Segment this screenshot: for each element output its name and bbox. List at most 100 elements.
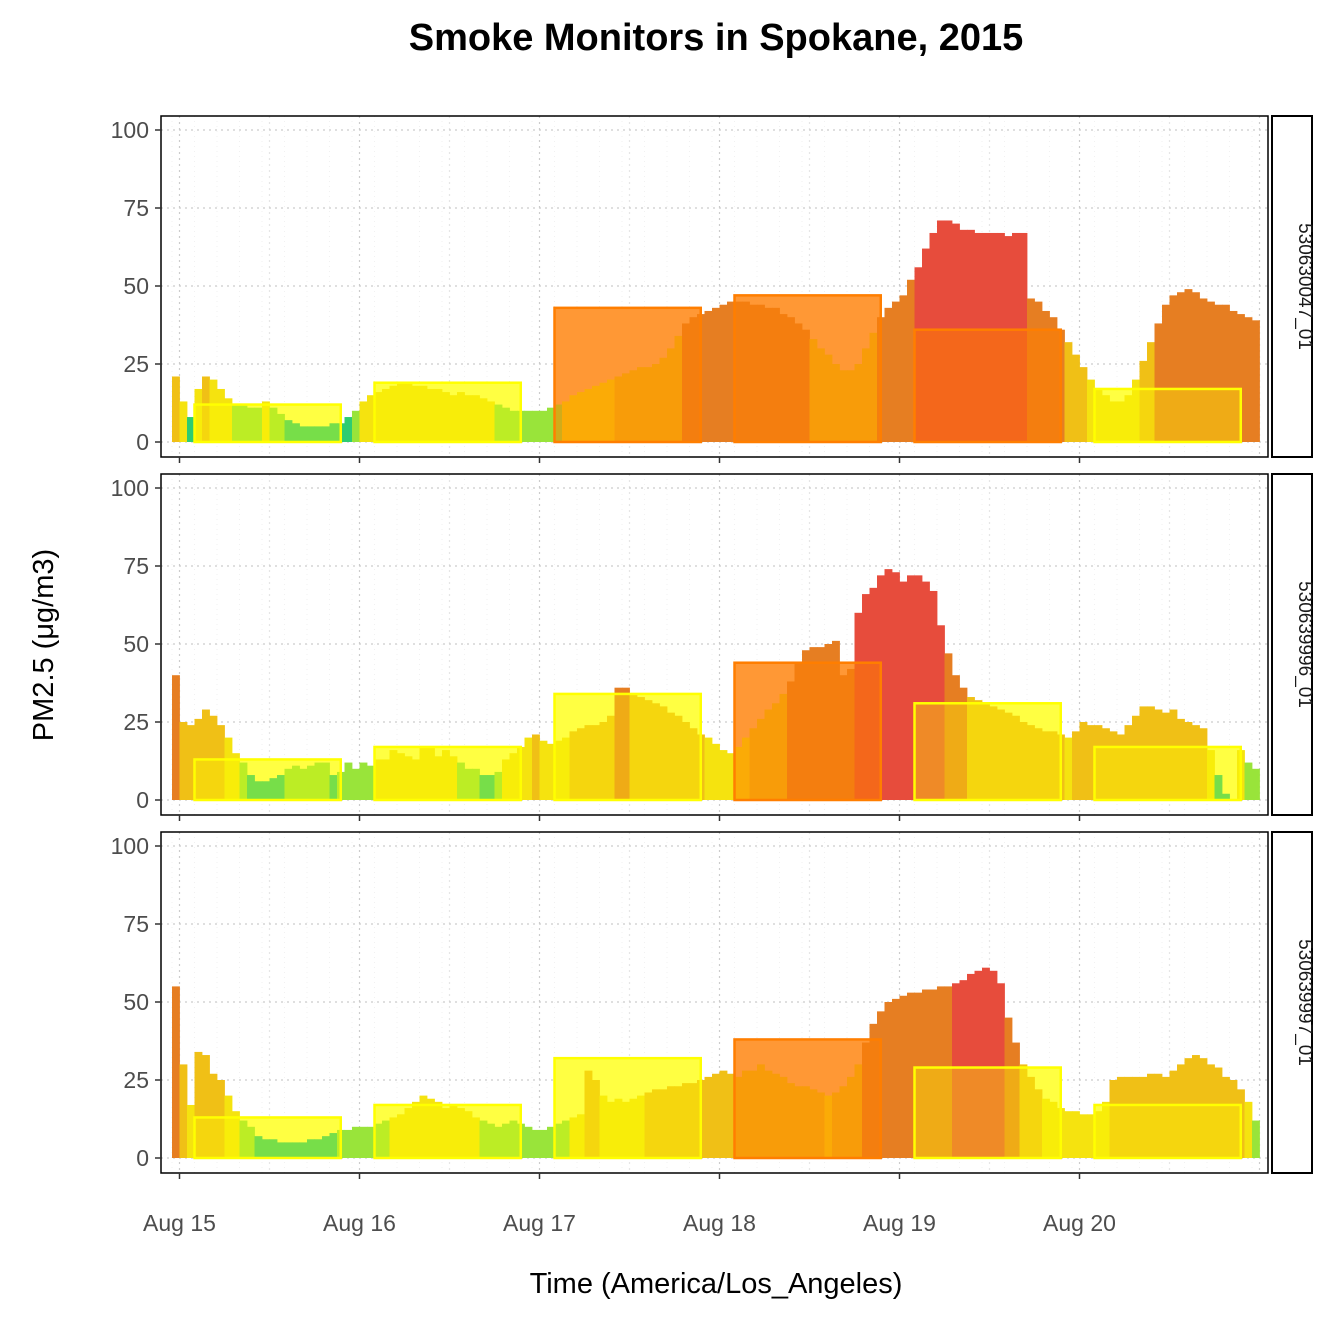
hourly-bar bbox=[1222, 793, 1230, 800]
hourly-bar bbox=[254, 407, 263, 442]
hourly-bar bbox=[307, 765, 315, 800]
hourly-bar bbox=[172, 376, 180, 442]
hourly-bar bbox=[284, 1142, 293, 1158]
hourly-bar bbox=[509, 1120, 518, 1158]
hourly-bar bbox=[1034, 1089, 1043, 1158]
hourly-bar bbox=[644, 1092, 653, 1158]
hourly-bar bbox=[937, 986, 945, 1158]
hourly-bar bbox=[209, 715, 218, 800]
hourly-bar bbox=[224, 1095, 233, 1158]
hourly-bar bbox=[479, 775, 488, 800]
hourly-bar bbox=[667, 1086, 675, 1158]
hourly-bar bbox=[607, 1101, 615, 1158]
hourly-bar bbox=[1132, 379, 1140, 442]
hourly-bar bbox=[1192, 1055, 1200, 1158]
hourly-bar bbox=[299, 426, 308, 442]
y-tick-label: 25 bbox=[123, 1067, 149, 1093]
hourly-bar bbox=[1199, 298, 1208, 442]
hourly-bar bbox=[997, 983, 1005, 1158]
hourly-bar bbox=[202, 376, 210, 442]
hourly-bar bbox=[1042, 1098, 1050, 1158]
hourly-bar bbox=[1177, 718, 1185, 800]
strip-box bbox=[1271, 831, 1313, 1174]
hourly-bar bbox=[652, 1089, 660, 1158]
y-tick-label: 25 bbox=[123, 351, 149, 377]
hourly-bar bbox=[254, 1136, 263, 1158]
hourly-bar bbox=[412, 1101, 420, 1158]
daily-average-box bbox=[553, 1056, 702, 1160]
hourly-bar bbox=[292, 1142, 300, 1158]
hourly-bar bbox=[1154, 1073, 1163, 1158]
hourly-bar bbox=[419, 746, 428, 800]
hourly-bar bbox=[652, 703, 660, 800]
hourly-bar bbox=[547, 407, 555, 442]
hourly-bar bbox=[434, 388, 443, 442]
hourly-bar bbox=[172, 675, 180, 800]
hourly-bar bbox=[1244, 1101, 1253, 1158]
hourly-bar bbox=[929, 989, 938, 1158]
hourly-bar bbox=[187, 725, 195, 800]
hourly-bar bbox=[187, 1104, 195, 1158]
hourly-bar bbox=[929, 590, 938, 800]
panel: 0 25 50 75 100 530639996_01 bbox=[111, 473, 1315, 821]
daily-average-box bbox=[1093, 387, 1242, 444]
hourly-bar bbox=[599, 722, 608, 800]
hourly-bar bbox=[952, 675, 960, 800]
hourly-bar bbox=[352, 1126, 360, 1158]
hourly-bar bbox=[1169, 709, 1178, 800]
hourly-bar bbox=[277, 413, 285, 442]
hourly-bar bbox=[1027, 725, 1035, 800]
hourly-bar bbox=[907, 279, 915, 442]
hourly-bar bbox=[659, 1089, 668, 1158]
hourly-bar bbox=[719, 1070, 728, 1158]
hourly-bar bbox=[1064, 342, 1073, 442]
hourly-bar bbox=[1004, 1017, 1013, 1158]
hourly-bar bbox=[622, 687, 630, 800]
hourly-bar bbox=[1087, 379, 1095, 442]
hourly-bar bbox=[982, 967, 990, 1158]
hourly-bar bbox=[179, 1064, 188, 1158]
hourly-bar bbox=[1162, 1076, 1170, 1158]
hourly-bar bbox=[539, 740, 548, 800]
hourly-bar bbox=[614, 687, 623, 800]
y-tick-label: 75 bbox=[123, 195, 149, 221]
y-tick-label: 100 bbox=[111, 117, 149, 143]
hourly-bar bbox=[1049, 1101, 1058, 1158]
hourly-bar bbox=[292, 423, 300, 442]
hourly-bar bbox=[247, 775, 255, 800]
hourly-bar bbox=[494, 771, 503, 800]
hourly-bar bbox=[277, 1142, 285, 1158]
hourly-bar bbox=[307, 426, 315, 442]
hourly-bar bbox=[344, 417, 353, 442]
hourly-bar bbox=[899, 295, 908, 442]
hourly-bar bbox=[974, 700, 983, 800]
x-tick-label: Aug 18 bbox=[683, 1210, 756, 1236]
hourly-bar bbox=[284, 768, 293, 800]
hourly-bar bbox=[299, 768, 308, 800]
hourly-bar bbox=[1169, 1070, 1178, 1158]
hourly-bar bbox=[1139, 706, 1148, 800]
hourly-bar bbox=[1087, 1114, 1095, 1158]
y-tick-label: 0 bbox=[136, 429, 149, 455]
hourly-bar bbox=[577, 1114, 585, 1158]
hourly-bar bbox=[389, 750, 398, 800]
hourly-bar bbox=[712, 1073, 720, 1158]
hourly-bar bbox=[494, 404, 503, 442]
hourly-bar bbox=[397, 753, 405, 800]
hourly-bar bbox=[427, 746, 435, 800]
hourly-bar bbox=[1154, 323, 1163, 442]
hourly-bar bbox=[472, 1117, 480, 1158]
hourly-bar bbox=[892, 998, 900, 1158]
daily-average-box bbox=[373, 381, 522, 444]
hourly-bar bbox=[404, 1108, 413, 1158]
hourly-bar bbox=[262, 1139, 270, 1158]
hourly-bar bbox=[397, 382, 405, 442]
hourly-bar bbox=[187, 417, 195, 442]
hourly-bar bbox=[1072, 354, 1080, 442]
hourly-bar bbox=[262, 781, 270, 800]
hourly-bar bbox=[344, 762, 353, 800]
y-tick-label: 75 bbox=[123, 553, 149, 579]
hourly-bar bbox=[1214, 304, 1223, 442]
hourly-bar bbox=[974, 970, 983, 1158]
